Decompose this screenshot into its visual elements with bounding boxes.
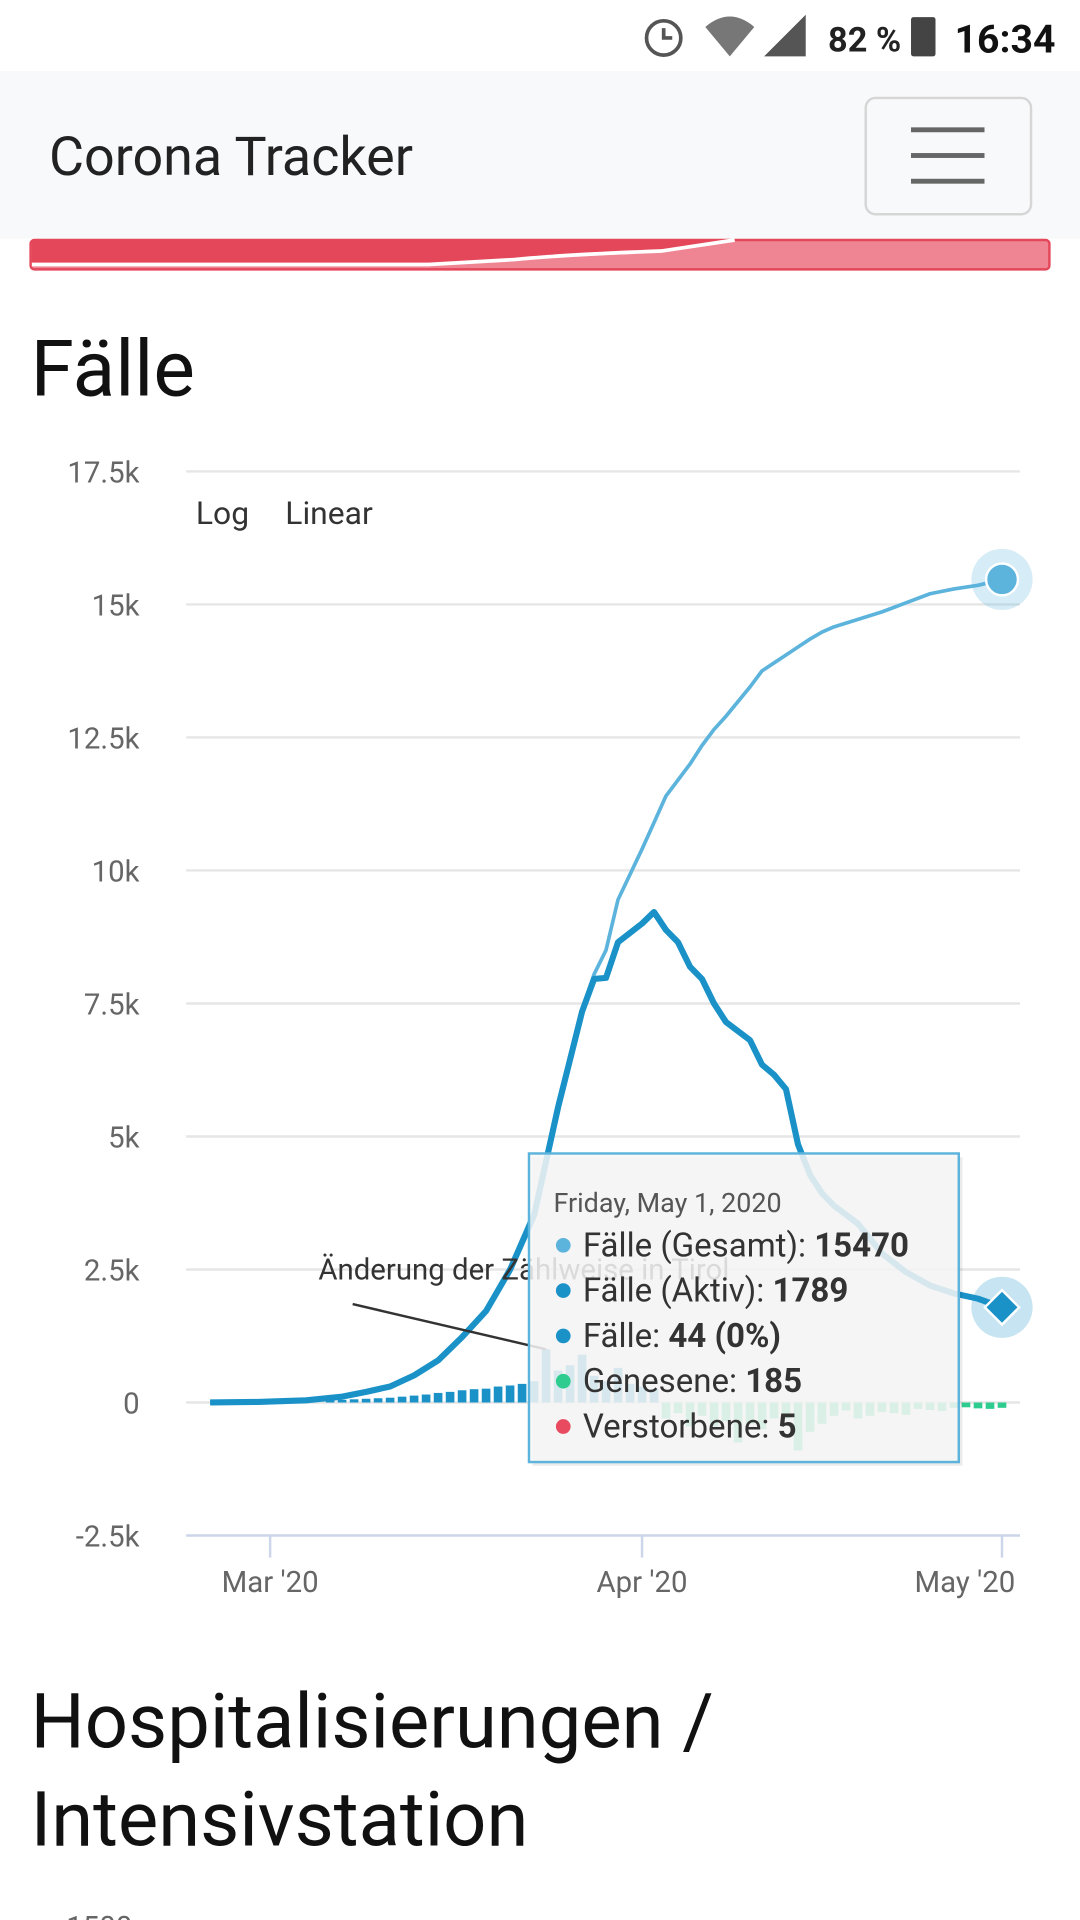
section-heading: Fälle (31, 324, 195, 416)
y-tick-label: 17.5k (67, 456, 139, 490)
tooltip-label: Genesene: (583, 1362, 737, 1401)
cases-chart: -2.5k 0 2.5k 5k 7.5k 10k 12.5k 15k 17.5k Mar '20 A… (67, 456, 1033, 1600)
battery-icon (911, 17, 936, 57)
bar (373, 1398, 383, 1403)
y-tick-label: -2.5k (76, 1521, 140, 1555)
signal-icon (764, 14, 806, 57)
y-tick-label: 1500 (66, 1911, 132, 1920)
tooltip-title: Friday, May 1, 2020 (553, 1187, 781, 1219)
bar (961, 1402, 971, 1408)
tooltip-marker (555, 1283, 571, 1298)
annotation-arrow (352, 1302, 547, 1351)
status-bar: 82 % 16:34 (644, 14, 1056, 63)
y-tick-label: 0 (123, 1388, 140, 1422)
bar (325, 1400, 335, 1403)
hover-point (984, 562, 1020, 597)
area (31, 240, 735, 265)
x-tick-label: May '20 (915, 1566, 1016, 1600)
bar (445, 1391, 455, 1403)
tooltip-item: Verstorbene: 5 (583, 1408, 797, 1447)
tooltip-item: Genesene: 185 (583, 1362, 802, 1401)
y-tick-label: 15k (92, 589, 140, 623)
bar (469, 1389, 479, 1403)
y-tick-label: 10k (92, 855, 140, 889)
scale-button[interactable]: Log (196, 494, 249, 532)
tooltip-item: Fälle (Gesamt): 15470 (583, 1226, 909, 1265)
y-tick-label: 7.5k (84, 988, 140, 1022)
tooltip-label: Fälle: (583, 1317, 660, 1356)
tooltip-item: Fälle: 44 (0%) (583, 1317, 781, 1356)
bar (397, 1396, 407, 1403)
tooltip-marker (555, 1419, 571, 1434)
alarm-icon (644, 18, 683, 57)
menu-bar (911, 153, 985, 158)
tooltip-space (769, 1408, 777, 1447)
menu-button[interactable] (864, 96, 1033, 216)
bar (505, 1385, 515, 1403)
previous-chart-remnant (29, 238, 1051, 271)
bar (409, 1395, 419, 1403)
tooltip-value: 44 (0%) (668, 1317, 781, 1356)
tooltip-marker (555, 1237, 571, 1253)
tooltip-space (660, 1317, 668, 1356)
tooltip-label: Fälle (Gesamt): (583, 1226, 806, 1265)
tooltip-value: 1789 (773, 1272, 849, 1311)
y-tick-label: 5k (108, 1122, 140, 1156)
tooltip (527, 1152, 960, 1464)
scale-button[interactable]: Linear (285, 494, 373, 532)
x-tick-label: Apr '20 (597, 1566, 688, 1600)
tooltip-value: 5 (778, 1408, 797, 1447)
bar (349, 1399, 359, 1403)
tooltip-value: 185 (745, 1362, 802, 1401)
menu-bar (911, 178, 985, 184)
menu-button-frame[interactable] (864, 96, 1033, 216)
y-tick-label: 12.5k (67, 722, 139, 756)
clock: 16:34 (955, 17, 1056, 63)
bar (493, 1386, 503, 1403)
bar (481, 1388, 491, 1403)
y-tick-label: 2.5k (84, 1255, 140, 1289)
tooltip-marker (555, 1373, 571, 1389)
alarm-hands (661, 28, 673, 40)
x-tick-label: Mar '20 (222, 1566, 319, 1600)
tooltip-item: Fälle (Aktiv): 1789 (583, 1272, 849, 1311)
bar (421, 1394, 431, 1403)
bar (973, 1402, 983, 1409)
bar (457, 1390, 467, 1403)
wifi-icon (705, 16, 755, 57)
section-heading: Hospitalisierungen / (31, 1677, 714, 1766)
menu-bar (911, 127, 985, 133)
line (31, 238, 735, 267)
bar (385, 1397, 395, 1403)
tooltip-label: Fälle (Aktiv): (583, 1272, 764, 1311)
tooltip-label: Verstorbene: (583, 1408, 770, 1447)
bar (997, 1402, 1007, 1408)
bar (517, 1383, 527, 1403)
bar (433, 1392, 443, 1403)
bar (337, 1399, 347, 1403)
tooltip-marker (555, 1328, 571, 1344)
navbar-title[interactable]: Corona Tracker (49, 126, 413, 189)
battery-text: 82 % (828, 20, 901, 60)
bar (361, 1398, 371, 1403)
bar (985, 1402, 995, 1409)
section-heading: Intensivstation (31, 1775, 529, 1864)
tooltip-space (737, 1362, 745, 1401)
tooltip-space (806, 1226, 814, 1265)
tooltip-value: 15470 (814, 1226, 909, 1265)
hover-point (983, 1288, 1021, 1327)
tooltip-space (764, 1272, 772, 1311)
